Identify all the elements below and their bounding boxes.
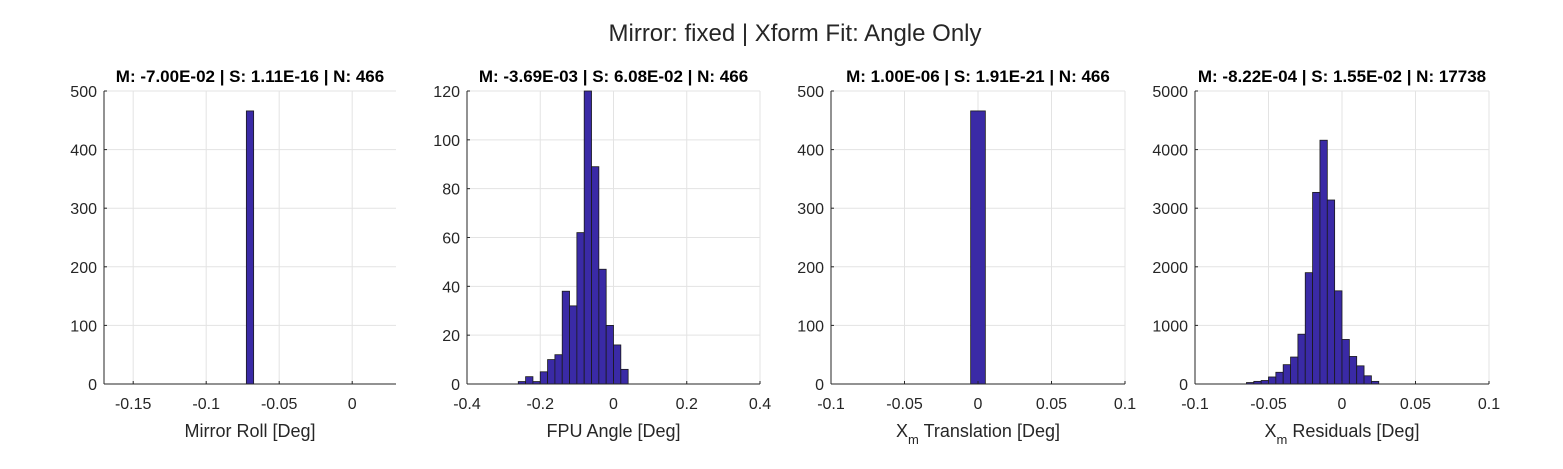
x-tick-label: 0.2: [676, 396, 698, 413]
y-tick-label: 0: [88, 377, 97, 394]
histogram-bar: [539, 371, 548, 385]
y-tick-label: 100: [70, 318, 97, 335]
subplot-title: M: -3.69E-03 | S: 6.08E-02 | N: 466: [479, 67, 748, 86]
y-tick-label: 0: [451, 377, 460, 394]
x-axis-label: Xm Residuals [Deg]: [1265, 421, 1420, 447]
x-tick-label: 0.4: [749, 396, 771, 413]
histogram-bar: [554, 354, 563, 385]
histogram-bar: [245, 110, 255, 385]
x-tick-label: 0: [348, 396, 357, 413]
y-tick-label: 300: [797, 201, 824, 218]
x-tick-label: -0.05: [1250, 396, 1287, 413]
x-axis-label: Mirror Roll [Deg]: [184, 421, 315, 441]
subplot-title: M: 1.00E-06 | S: 1.91E-21 | N: 466: [846, 67, 1110, 86]
y-tick-label: 200: [70, 260, 97, 277]
histogram-bar: [970, 110, 986, 385]
y-tick-label: 100: [797, 318, 824, 335]
histogram-bar: [1268, 376, 1277, 385]
histogram-bar: [583, 90, 592, 385]
y-tick-label: 200: [797, 260, 824, 277]
histogram-bar: [1312, 191, 1321, 385]
histogram-bar: [547, 359, 556, 385]
histogram-panel-4: -0.1 -0.05 0 0.05 0.1 0 1000 2000 3000 4000 5000 M:…: [1152, 67, 1500, 447]
x-tick-label: -0.2: [526, 396, 554, 413]
histogram-bar: [1275, 371, 1284, 385]
y-tick-label: 4000: [1152, 143, 1188, 160]
histogram-bar: [1326, 199, 1336, 385]
x-tick-label: -0.4: [453, 396, 481, 413]
subplot-title: M: -7.00E-02 | S: 1.11E-16 | N: 466: [116, 67, 384, 86]
y-tick-label: 20: [442, 328, 460, 345]
y-tick-label: 2000: [1152, 260, 1188, 277]
histogram-bar: [1356, 365, 1365, 385]
histogram-bar: [605, 324, 614, 385]
histogram-bar: [525, 376, 534, 385]
y-tick-label: 5000: [1152, 84, 1188, 101]
y-tick-label: 40: [442, 279, 460, 296]
x-tick-label: -0.1: [1181, 396, 1209, 413]
x-tick-label: 0: [974, 396, 983, 413]
y-tick-label: 500: [797, 84, 824, 101]
histogram-bar: [613, 344, 622, 385]
x-tick-label: 0.1: [1478, 396, 1500, 413]
histogram-panel-3: -0.1 -0.05 0 0.05 0.1 0 100 200 300 400 500 M: 1.00…: [797, 67, 1136, 447]
x-tick-label: -0.1: [817, 396, 845, 413]
histogram-panel-2: -0.4 -0.2 0 0.2 0.4 0 20 40 60 80 100 120 M: -3.69E-…: [433, 67, 771, 441]
x-tick-label: 0: [1338, 396, 1347, 413]
histogram-bar: [1304, 272, 1313, 385]
histogram-bar: [1297, 333, 1306, 385]
histogram-bar: [620, 368, 629, 385]
x-axis-label-subscript: m: [908, 432, 919, 447]
y-tick-label: 80: [442, 182, 460, 199]
x-tick-label: -0.15: [115, 396, 152, 413]
y-tick-label: 60: [442, 231, 460, 248]
histogram-bar: [598, 268, 607, 385]
x-axis-label-main: X: [1265, 421, 1277, 441]
histogram-bar: [1348, 356, 1358, 385]
x-axis-label: Xm Translation [Deg]: [896, 421, 1060, 447]
x-tick-label: -0.05: [261, 396, 298, 413]
histogram-bar: [1260, 380, 1269, 385]
histogram-bar: [576, 232, 585, 385]
x-axis-label-rest: Residuals [Deg]: [1287, 421, 1419, 441]
x-axis-label-subscript: m: [1277, 432, 1288, 447]
y-tick-label: 400: [797, 143, 824, 160]
x-axis-label-rest: Translation [Deg]: [919, 421, 1060, 441]
x-axis-label-main: X: [896, 421, 908, 441]
y-tick-label: 0: [815, 377, 824, 394]
x-tick-label: 0: [609, 396, 618, 413]
y-tick-label: 120: [433, 84, 460, 101]
histogram-panel-1: -0.15 -0.1 -0.05 0 0 100 200 300 400 500 M: -7.00E…: [70, 67, 396, 441]
histogram-bar: [1282, 364, 1291, 385]
y-tick-label: 0: [1179, 377, 1188, 394]
y-tick-label: 100: [433, 133, 460, 150]
histogram-bar: [561, 290, 570, 385]
x-axis-label-main: Mirror Roll [Deg]: [184, 421, 315, 441]
y-tick-label: 1000: [1152, 318, 1188, 335]
x-tick-label: 0.05: [1400, 396, 1431, 413]
y-tick-label: 3000: [1152, 201, 1188, 218]
y-tick-label: 500: [70, 84, 97, 101]
x-tick-label: 0.1: [1114, 396, 1136, 413]
x-tick-label: -0.05: [886, 396, 923, 413]
y-tick-label: 300: [70, 201, 97, 218]
subplot-title: M: -8.22E-04 | S: 1.55E-02 | N: 17738: [1198, 67, 1486, 86]
x-axis-label: FPU Angle [Deg]: [546, 421, 680, 441]
histogram-bar: [591, 166, 600, 385]
y-tick-label: 400: [70, 143, 97, 160]
histogram-bar: [1363, 375, 1372, 385]
histogram-bar: [1319, 139, 1328, 385]
histogram-bar: [1341, 339, 1350, 385]
figure-title: Mirror: fixed | Xform Fit: Angle Only: [608, 20, 982, 47]
histogram-bar: [569, 305, 578, 385]
x-tick-label: -0.1: [192, 396, 220, 413]
x-axis-label-main: FPU Angle [Deg]: [546, 421, 680, 441]
histogram-bar: [1290, 356, 1299, 385]
histogram-bar: [1334, 290, 1343, 385]
x-tick-label: 0.05: [1036, 396, 1067, 413]
